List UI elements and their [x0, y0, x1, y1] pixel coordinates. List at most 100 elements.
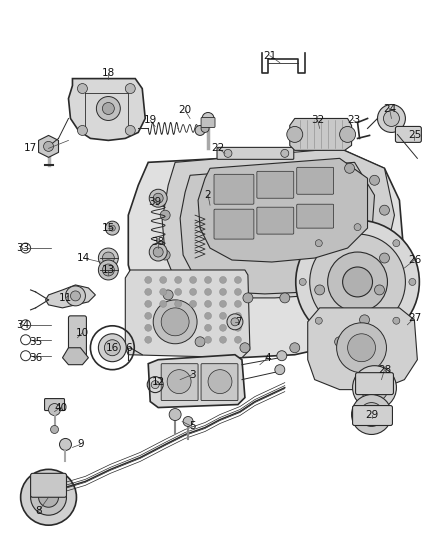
Circle shape: [149, 243, 167, 261]
Circle shape: [190, 301, 197, 308]
Circle shape: [160, 301, 167, 308]
Text: 21: 21: [263, 51, 276, 61]
Circle shape: [393, 317, 400, 324]
Circle shape: [205, 324, 212, 332]
Polygon shape: [290, 118, 352, 150]
Circle shape: [151, 381, 159, 389]
Circle shape: [125, 84, 135, 94]
Polygon shape: [39, 135, 59, 157]
Circle shape: [384, 110, 399, 126]
Text: 12: 12: [152, 377, 165, 386]
Text: 4: 4: [265, 353, 271, 363]
Circle shape: [49, 403, 60, 416]
Circle shape: [219, 324, 226, 332]
Circle shape: [280, 293, 290, 303]
Circle shape: [160, 288, 167, 295]
Circle shape: [39, 487, 59, 507]
Circle shape: [379, 253, 389, 263]
Circle shape: [175, 288, 182, 295]
FancyBboxPatch shape: [396, 126, 421, 142]
Circle shape: [145, 312, 152, 319]
Circle shape: [208, 370, 232, 393]
Circle shape: [205, 312, 212, 319]
Circle shape: [169, 409, 181, 421]
Circle shape: [234, 312, 241, 319]
Circle shape: [360, 374, 389, 401]
Circle shape: [161, 308, 189, 336]
Circle shape: [345, 163, 355, 173]
Circle shape: [149, 189, 167, 207]
Circle shape: [78, 84, 88, 94]
Circle shape: [234, 277, 241, 284]
Circle shape: [219, 277, 226, 284]
FancyBboxPatch shape: [31, 473, 67, 497]
Circle shape: [202, 112, 214, 124]
Text: 29: 29: [365, 409, 378, 419]
Circle shape: [106, 221, 119, 235]
Circle shape: [160, 250, 170, 260]
Circle shape: [409, 278, 416, 286]
Circle shape: [339, 126, 356, 142]
FancyBboxPatch shape: [214, 174, 254, 204]
FancyBboxPatch shape: [214, 209, 254, 239]
Text: 24: 24: [383, 103, 396, 114]
Circle shape: [337, 323, 386, 373]
Circle shape: [145, 301, 152, 308]
Text: 2: 2: [205, 190, 212, 200]
Circle shape: [145, 324, 152, 332]
Circle shape: [43, 141, 53, 151]
Text: 22: 22: [212, 143, 225, 154]
Text: 17: 17: [24, 143, 37, 154]
Polygon shape: [148, 355, 245, 408]
Text: 3: 3: [189, 370, 195, 379]
Circle shape: [219, 301, 226, 308]
Circle shape: [50, 425, 59, 433]
Text: 9: 9: [77, 439, 84, 449]
Text: 15: 15: [102, 223, 115, 233]
Circle shape: [219, 336, 226, 343]
Circle shape: [224, 149, 232, 157]
Circle shape: [281, 149, 289, 157]
Circle shape: [234, 336, 241, 343]
Circle shape: [66, 286, 85, 306]
Circle shape: [352, 394, 392, 434]
Circle shape: [195, 125, 205, 135]
Circle shape: [243, 293, 253, 303]
Circle shape: [354, 333, 361, 340]
FancyBboxPatch shape: [353, 406, 392, 425]
Circle shape: [99, 248, 118, 268]
Circle shape: [60, 439, 71, 450]
Circle shape: [205, 288, 212, 295]
Text: 27: 27: [408, 313, 421, 323]
Text: 11: 11: [59, 293, 72, 303]
Circle shape: [99, 334, 126, 362]
Circle shape: [145, 277, 152, 284]
Text: 10: 10: [76, 328, 89, 338]
Text: 25: 25: [408, 131, 421, 140]
Circle shape: [315, 317, 322, 324]
Text: 36: 36: [29, 353, 42, 363]
Text: 38: 38: [152, 237, 165, 247]
Circle shape: [31, 479, 67, 515]
Circle shape: [343, 267, 372, 297]
Circle shape: [374, 285, 385, 295]
Circle shape: [78, 125, 88, 135]
Text: 40: 40: [54, 402, 67, 413]
FancyBboxPatch shape: [68, 316, 86, 360]
Circle shape: [153, 193, 163, 203]
Circle shape: [287, 126, 303, 142]
Circle shape: [183, 416, 193, 426]
Polygon shape: [162, 148, 395, 298]
Circle shape: [234, 301, 241, 308]
Text: 18: 18: [102, 68, 115, 78]
Circle shape: [354, 224, 361, 231]
Text: 16: 16: [106, 343, 119, 353]
Circle shape: [163, 290, 173, 300]
Circle shape: [205, 301, 212, 308]
Circle shape: [201, 124, 209, 132]
Circle shape: [370, 175, 379, 185]
Circle shape: [310, 234, 406, 330]
Text: 20: 20: [179, 106, 192, 116]
Circle shape: [195, 337, 205, 347]
Circle shape: [379, 205, 389, 215]
